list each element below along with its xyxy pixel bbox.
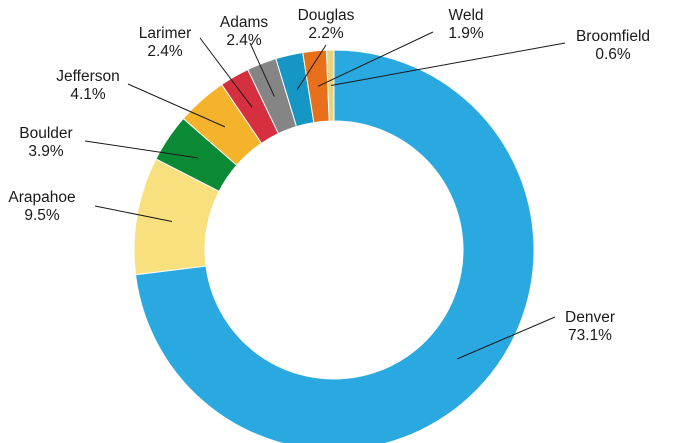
label-value-adams: 2.4% [226,32,262,49]
slices-group [133,49,535,443]
label-value-arapahoe: 9.5% [24,207,60,224]
label-value-weld: 1.9% [448,25,484,42]
leader-line-douglas [296,44,327,90]
label-name-jefferson: Jefferson [56,68,119,85]
slice-broomfield [325,49,335,122]
leader-line-jefferson [127,83,226,128]
leader-line-boulder [84,140,198,159]
label-name-douglas: Douglas [298,7,355,24]
slice-denver [134,49,535,443]
leader-line-denver [457,316,556,360]
label-name-larimer: Larimer [139,25,192,42]
label-name-broomfield: Broomfield [576,28,650,45]
label-value-larimer: 2.4% [147,43,183,60]
leader-line-broomfield [330,42,566,87]
label-name-weld: Weld [448,7,483,24]
label-value-jefferson: 4.1% [70,86,106,103]
leader-line-arapahoe [94,205,173,222]
label-name-arapahoe: Arapahoe [8,189,75,206]
label-name-boulder: Boulder [19,125,72,142]
label-value-boulder: 3.9% [28,143,64,160]
label-value-denver: 73.1% [568,327,612,344]
label-name-denver: Denver [565,309,615,326]
leader-line-weld [317,31,434,87]
label-value-douglas: 2.2% [308,25,344,42]
leader-lines-group [84,31,566,360]
label-name-adams: Adams [220,14,268,31]
leader-line-adams [249,42,275,97]
label-value-broomfield: 0.6% [595,46,631,63]
leader-line-larimer [199,37,253,108]
